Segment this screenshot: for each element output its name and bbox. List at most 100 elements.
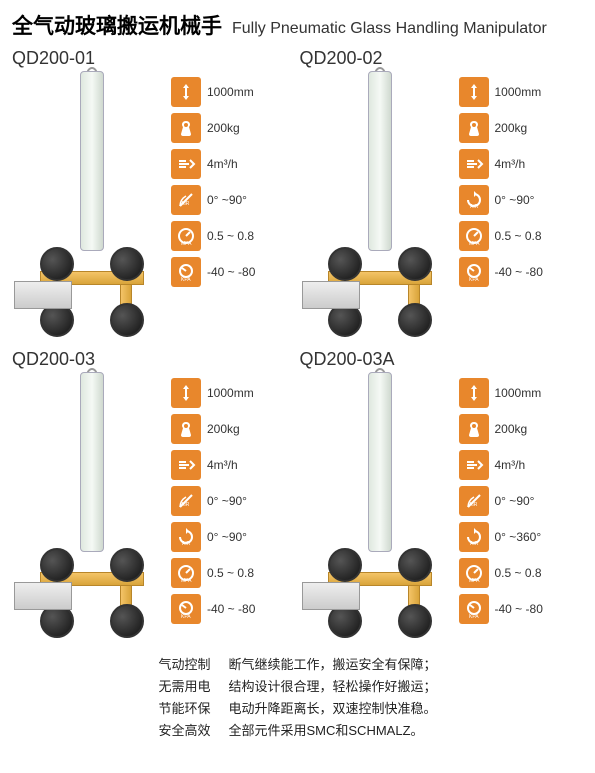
svg-text:KPA: KPA bbox=[181, 614, 191, 619]
spec-value: 1000mm bbox=[207, 386, 254, 400]
spec-value: 200kg bbox=[207, 121, 240, 135]
spec-value: 4m³/h bbox=[207, 157, 238, 171]
spec-row: 1000mm bbox=[459, 77, 543, 107]
spec-value: 0° ~90° bbox=[207, 530, 247, 544]
spec-value: 0° ~90° bbox=[495, 193, 535, 207]
svg-text:MPA: MPA bbox=[469, 241, 480, 246]
svg-text:AIR: AIR bbox=[182, 541, 191, 547]
spec-value: 0.5 ~ 0.8 bbox=[207, 566, 254, 580]
gauge-icon: MPA bbox=[459, 221, 489, 251]
spec-row: AIR 0° ~90° bbox=[459, 185, 543, 215]
spec-row: 1000mm bbox=[171, 77, 255, 107]
device-image bbox=[12, 372, 167, 642]
spec-value: 0.5 ~ 0.8 bbox=[207, 229, 254, 243]
height-icon bbox=[459, 77, 489, 107]
spec-row: KPA -40 ~ -80 bbox=[171, 257, 255, 287]
spec-list: 1000mm 200kg 4m³/h AIR 0° ~90° AIR 0° ~9… bbox=[171, 372, 255, 642]
svg-text:KPA: KPA bbox=[181, 277, 191, 282]
spec-value: -40 ~ -80 bbox=[495, 602, 543, 616]
kpa-icon: KPA bbox=[459, 594, 489, 624]
device-image bbox=[12, 71, 167, 341]
air-icon bbox=[171, 450, 201, 480]
svg-text:AIR: AIR bbox=[469, 502, 478, 508]
spec-row: 200kg bbox=[171, 113, 255, 143]
spec-row: MPA 0.5 ~ 0.8 bbox=[171, 558, 255, 588]
svg-text:MPA: MPA bbox=[181, 241, 192, 246]
spec-row: KPA -40 ~ -80 bbox=[171, 594, 255, 624]
spec-row: 4m³/h bbox=[171, 450, 255, 480]
spec-value: 1000mm bbox=[207, 85, 254, 99]
model-label: QD200-03 bbox=[12, 349, 296, 370]
model-label: QD200-02 bbox=[300, 48, 584, 69]
spec-row: MPA 0.5 ~ 0.8 bbox=[459, 558, 543, 588]
spec-value: 4m³/h bbox=[495, 458, 526, 472]
spec-row: 1000mm bbox=[459, 378, 543, 408]
gauge-icon: MPA bbox=[459, 558, 489, 588]
tilt-icon: AIR bbox=[459, 486, 489, 516]
svg-text:AIR: AIR bbox=[181, 201, 190, 207]
spec-row: 200kg bbox=[171, 414, 255, 444]
product-card: QD200-02 1000mm 200kg 4m³/h AIR 0° ~90° bbox=[300, 48, 584, 341]
gauge-icon: MPA bbox=[171, 558, 201, 588]
spec-list: 1000mm 200kg 4m³/h AIR 0° ~90° MPA 0.5 ~… bbox=[459, 71, 543, 341]
spec-value: 0.5 ~ 0.8 bbox=[495, 566, 542, 580]
spec-row: 200kg bbox=[459, 113, 543, 143]
load-icon bbox=[459, 414, 489, 444]
rotate-icon: AIR bbox=[171, 522, 201, 552]
spec-list: 1000mm 200kg 4m³/h AIR 0° ~90° MPA 0.5 ~… bbox=[171, 71, 255, 341]
svg-text:KPA: KPA bbox=[469, 277, 479, 282]
tilt-icon: AIR bbox=[171, 486, 201, 516]
svg-text:MPA: MPA bbox=[181, 578, 192, 583]
rotate-icon: AIR bbox=[459, 522, 489, 552]
product-card: QD200-01 1000mm 200kg 4m³/h AIR 0° ~90° bbox=[12, 48, 296, 341]
footer-right: 断气继续能工作，搬运安全有保障；结构设计很合理，轻松操作好搬运；电动升降距离长，… bbox=[229, 654, 437, 742]
footer-right-item: 断气继续能工作，搬运安全有保障； bbox=[229, 654, 437, 676]
footer-right-item: 电动升降距离长，双速控制快准稳。 bbox=[229, 698, 437, 720]
spec-value: 0° ~90° bbox=[495, 494, 535, 508]
spec-row: KPA -40 ~ -80 bbox=[459, 257, 543, 287]
load-icon bbox=[171, 414, 201, 444]
spec-value: -40 ~ -80 bbox=[495, 265, 543, 279]
spec-value: 200kg bbox=[495, 422, 528, 436]
title-en: Fully Pneumatic Glass Handling Manipulat… bbox=[232, 20, 547, 38]
product-card: QD200-03A 1000mm 200kg 4m³/h AIR 0° ~90° bbox=[300, 349, 584, 642]
svg-text:AIR: AIR bbox=[470, 541, 479, 547]
footer-left-item: 节能环保 bbox=[158, 698, 210, 720]
footer-left: 气动控制无需用电节能环保安全高效 bbox=[158, 654, 210, 742]
footer: 气动控制无需用电节能环保安全高效 断气继续能工作，搬运安全有保障；结构设计很合理… bbox=[12, 654, 583, 742]
spec-value: 0.5 ~ 0.8 bbox=[495, 229, 542, 243]
tilt-icon: AIR bbox=[171, 185, 201, 215]
spec-row: 200kg bbox=[459, 414, 543, 444]
rotate-icon: AIR bbox=[459, 185, 489, 215]
height-icon bbox=[171, 77, 201, 107]
svg-text:AIR: AIR bbox=[181, 502, 190, 508]
spec-row: AIR 0° ~90° bbox=[171, 486, 255, 516]
svg-text:AIR: AIR bbox=[470, 204, 479, 210]
load-icon bbox=[459, 113, 489, 143]
svg-text:KPA: KPA bbox=[469, 614, 479, 619]
gauge-icon: MPA bbox=[171, 221, 201, 251]
model-label: QD200-01 bbox=[12, 48, 296, 69]
spec-row: 4m³/h bbox=[171, 149, 255, 179]
spec-row: 4m³/h bbox=[459, 149, 543, 179]
load-icon bbox=[171, 113, 201, 143]
spec-row: AIR 0° ~90° bbox=[171, 185, 255, 215]
height-icon bbox=[459, 378, 489, 408]
svg-text:MPA: MPA bbox=[469, 578, 480, 583]
spec-value: -40 ~ -80 bbox=[207, 602, 255, 616]
air-icon bbox=[171, 149, 201, 179]
footer-right-item: 结构设计很合理，轻松操作好搬运； bbox=[229, 676, 437, 698]
footer-left-item: 气动控制 bbox=[158, 654, 210, 676]
title-cn: 全气动玻璃搬运机械手 bbox=[12, 10, 222, 40]
spec-value: 200kg bbox=[207, 422, 240, 436]
spec-list: 1000mm 200kg 4m³/h AIR 0° ~90° AIR 0° ~3… bbox=[459, 372, 543, 642]
spec-row: MPA 0.5 ~ 0.8 bbox=[171, 221, 255, 251]
spec-value: 4m³/h bbox=[207, 458, 238, 472]
spec-row: MPA 0.5 ~ 0.8 bbox=[459, 221, 543, 251]
spec-value: 200kg bbox=[495, 121, 528, 135]
spec-value: 0° ~90° bbox=[207, 494, 247, 508]
model-label: QD200-03A bbox=[300, 349, 584, 370]
spec-row: KPA -40 ~ -80 bbox=[459, 594, 543, 624]
air-icon bbox=[459, 149, 489, 179]
spec-value: 0° ~360° bbox=[495, 530, 542, 544]
